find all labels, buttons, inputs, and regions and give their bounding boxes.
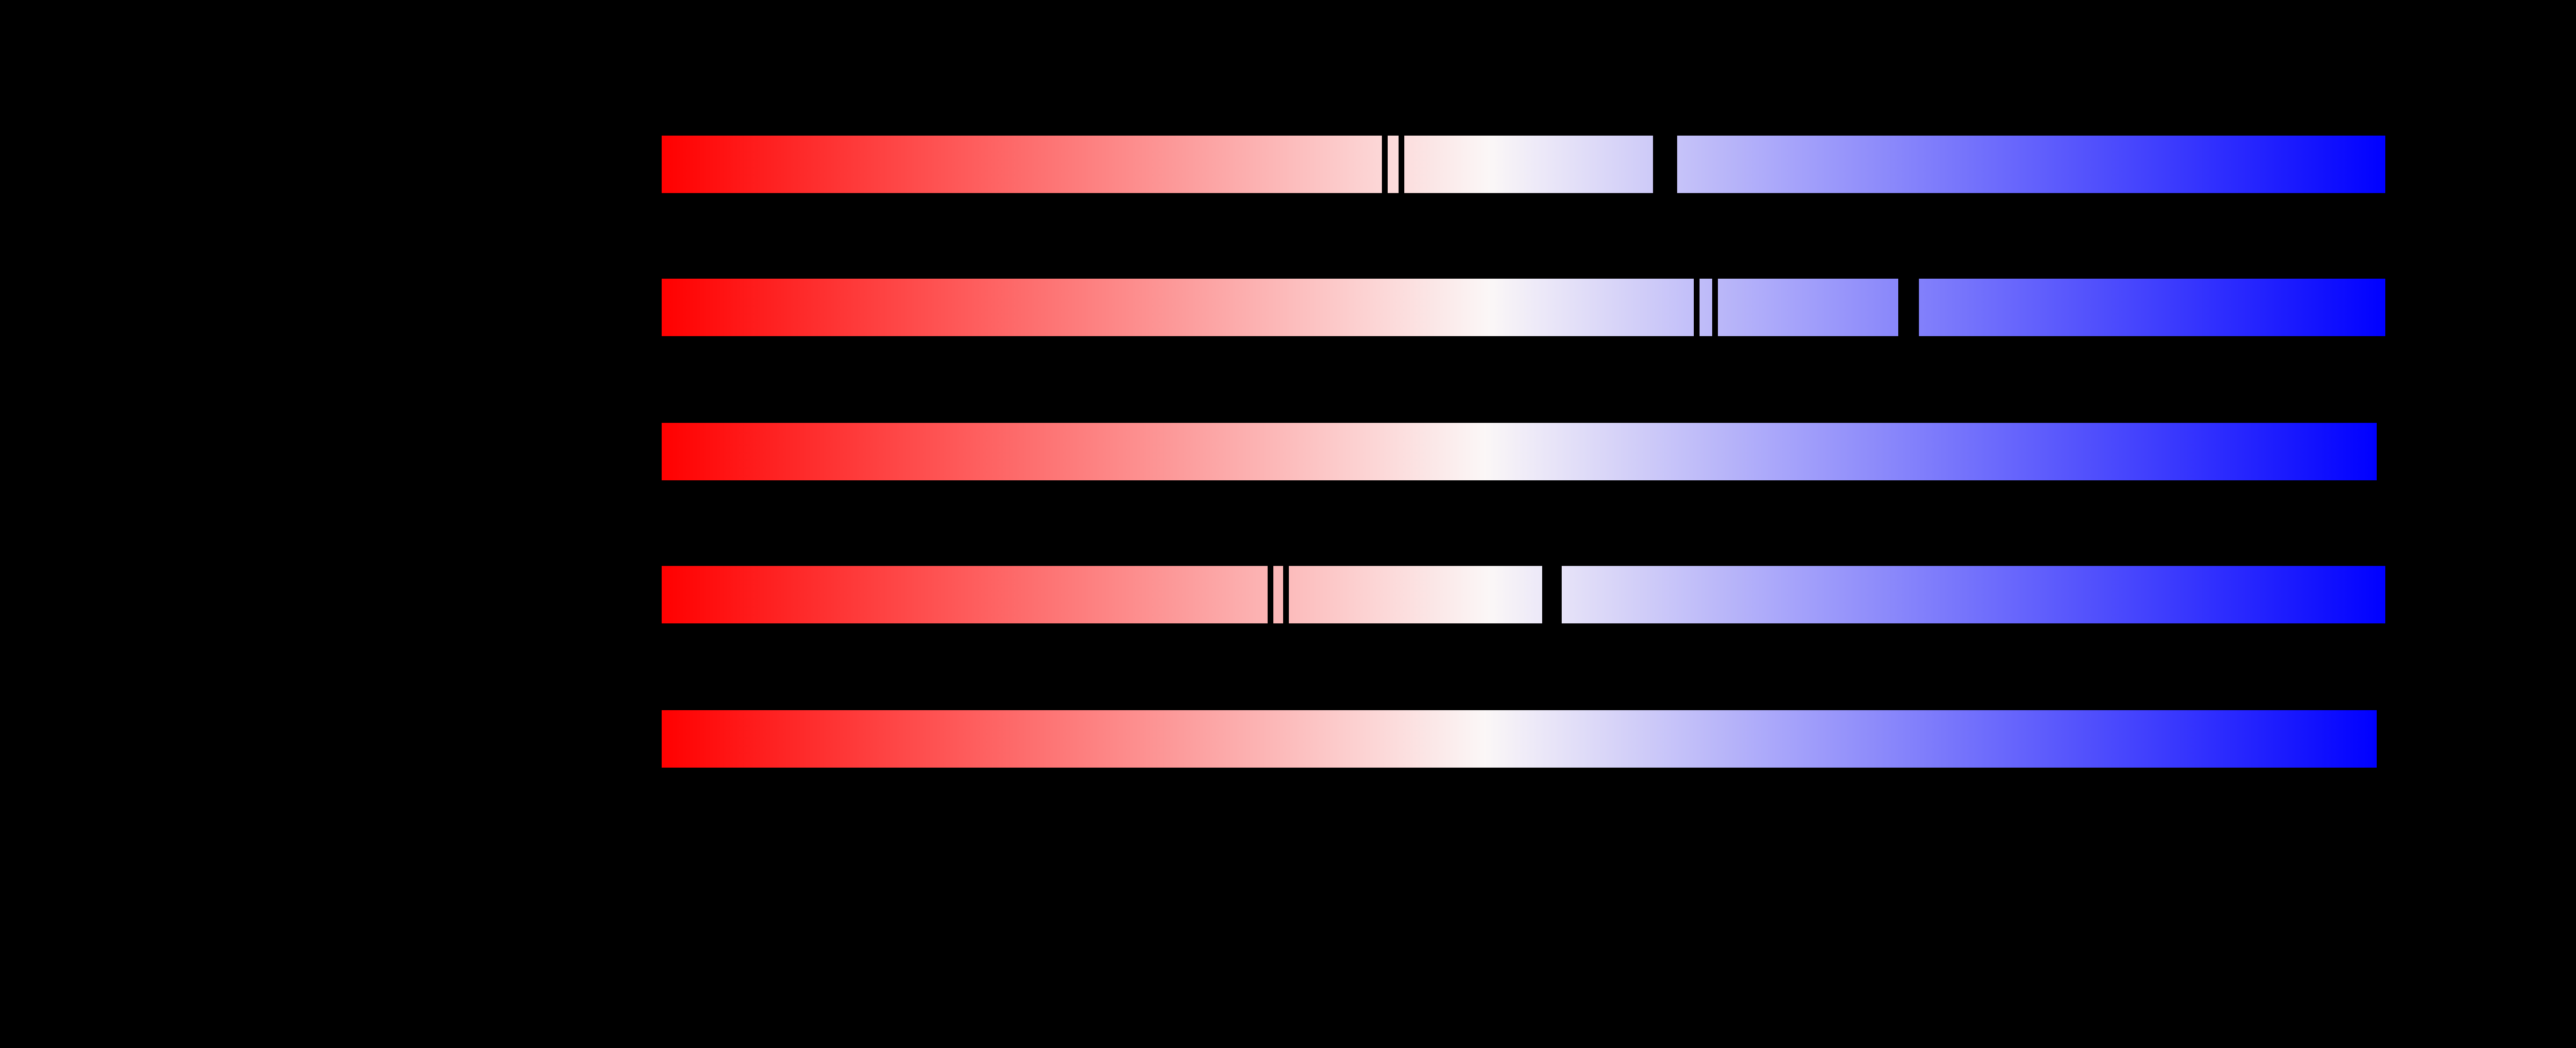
tick-marker xyxy=(1268,566,1273,623)
gradient-bar-5 xyxy=(662,710,2377,768)
tick-marker xyxy=(1694,279,1700,336)
tick-marker xyxy=(1283,566,1289,623)
tick-marker xyxy=(1399,136,1404,193)
gradient-bar-4 xyxy=(662,566,2385,623)
gap-marker xyxy=(1542,566,1562,623)
gap-marker xyxy=(1653,136,1677,193)
gap-marker xyxy=(1898,279,1919,336)
gradient-bar-3 xyxy=(662,423,2377,480)
tick-marker xyxy=(1712,279,1718,336)
gradient-bar-1 xyxy=(662,136,2385,193)
gradient-bar-2 xyxy=(662,279,2385,336)
tick-marker xyxy=(1382,136,1388,193)
